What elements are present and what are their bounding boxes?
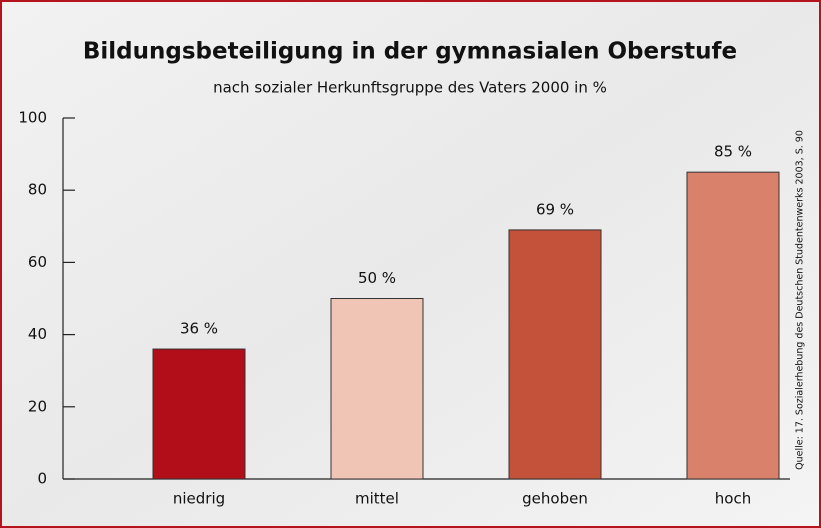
bar [330, 298, 424, 480]
y-tick-label: 60 [28, 253, 47, 271]
x-tick-label: hoch [715, 490, 751, 508]
value-label: 36 % [180, 320, 218, 338]
x-tick-label: gehoben [522, 490, 588, 508]
chart-title: Bildungsbeteiligung in der gymnasialen O… [83, 39, 737, 65]
bar [508, 229, 602, 480]
x-tick-label: mittel [355, 490, 399, 508]
chart-subtitle: nach sozialer Herkunftsgruppe des Vaters… [213, 79, 607, 97]
y-tick-label: 80 [28, 181, 47, 199]
bar [152, 348, 246, 480]
value-label: 50 % [358, 269, 396, 287]
y-tick-label: 100 [18, 109, 47, 127]
value-label: 69 % [536, 200, 574, 218]
value-label: 85 % [714, 143, 752, 161]
y-tick-label: 0 [37, 470, 47, 488]
y-tick-label: 20 [28, 397, 47, 415]
y-tick-label: 40 [28, 325, 47, 343]
x-tick-label: niedrig [173, 490, 225, 508]
bar [686, 171, 780, 480]
source-note: Quelle: 17. Sozialerhebung des Deutschen… [795, 130, 806, 470]
